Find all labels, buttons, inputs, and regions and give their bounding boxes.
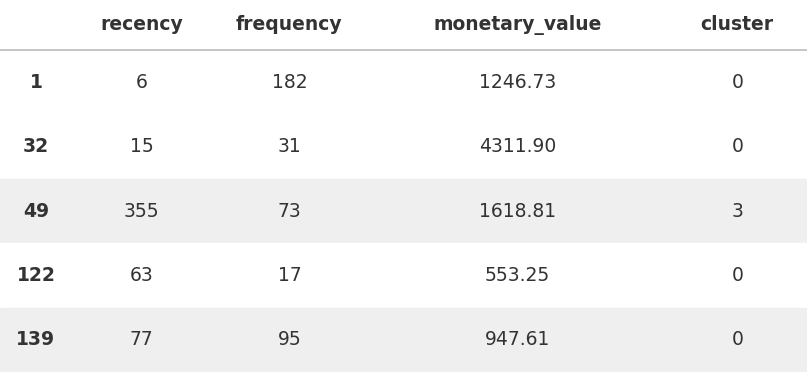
Text: 182: 182 xyxy=(272,73,307,92)
Text: 73: 73 xyxy=(278,202,301,221)
Text: 0: 0 xyxy=(731,266,743,285)
Text: 553.25: 553.25 xyxy=(485,266,550,285)
Text: 3: 3 xyxy=(731,202,743,221)
Text: 122: 122 xyxy=(16,266,56,285)
Bar xyxy=(0,50,807,115)
Text: 0: 0 xyxy=(731,73,743,92)
Text: cluster: cluster xyxy=(700,16,774,35)
Bar xyxy=(0,0,807,50)
Bar xyxy=(0,115,807,179)
Text: 0: 0 xyxy=(731,330,743,349)
Bar xyxy=(0,179,807,243)
Bar xyxy=(0,243,807,308)
Text: 32: 32 xyxy=(23,137,49,156)
Text: 0: 0 xyxy=(731,137,743,156)
Text: 355: 355 xyxy=(123,202,159,221)
Text: 1246.73: 1246.73 xyxy=(479,73,556,92)
Text: monetary_value: monetary_value xyxy=(433,15,602,35)
Text: 947.61: 947.61 xyxy=(485,330,550,349)
Text: 77: 77 xyxy=(130,330,153,349)
Bar xyxy=(0,308,807,372)
Text: 17: 17 xyxy=(278,266,301,285)
Text: 15: 15 xyxy=(130,137,153,156)
Text: 1618.81: 1618.81 xyxy=(479,202,556,221)
Text: 63: 63 xyxy=(130,266,153,285)
Text: 95: 95 xyxy=(278,330,301,349)
Text: recency: recency xyxy=(100,16,183,35)
Text: 1: 1 xyxy=(30,73,42,92)
Text: 4311.90: 4311.90 xyxy=(479,137,556,156)
Text: 139: 139 xyxy=(16,330,56,349)
Text: 31: 31 xyxy=(278,137,301,156)
Text: 6: 6 xyxy=(136,73,148,92)
Text: frequency: frequency xyxy=(236,16,343,35)
Text: 49: 49 xyxy=(23,202,49,221)
